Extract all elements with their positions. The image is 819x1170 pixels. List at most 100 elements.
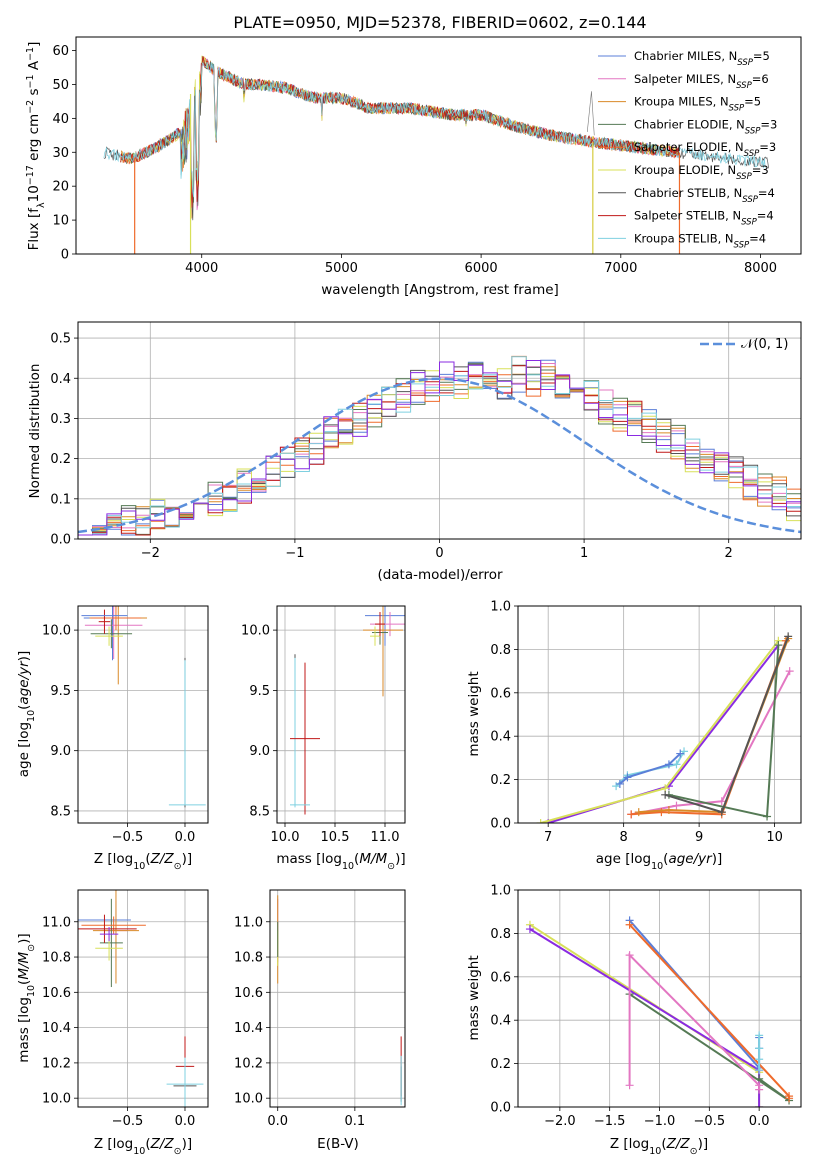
x-tick-label: −2 [141,546,160,561]
y-tick-label: 0.6 [490,686,511,701]
y-tick-label: 50 [52,78,69,93]
series-kroupa-elodie [529,923,761,1107]
axes-frame [75,36,802,255]
x-tick-label: 8000 [744,261,777,276]
y-tick-label: 0.0 [490,1101,511,1116]
point-marker [623,773,632,782]
y-tick-label: 10.2 [42,1056,71,1071]
y-axis-label: mass weight [466,671,482,756]
series-purple [529,928,761,1107]
x-axis-label: mass [log10(M/M⊙)] [276,851,405,872]
y-tick-label: 30 [52,146,69,161]
point-marker [755,1055,764,1064]
y-axis-label: mass weight [466,955,482,1040]
x-axis-label: wavelength [Angstrom, rest frame] [321,282,559,298]
plot-area [81,606,206,808]
x-tick-label: 7000 [604,261,637,276]
legend-label: 𝒩(0, 1) [741,337,788,352]
y-tick-label: 0.1 [50,492,71,507]
point-marker [672,801,681,810]
point-marker [680,747,689,756]
y-tick-label: 0.8 [490,927,511,942]
axes-age-vs-Z: −0.5 0.0 8.5 9.0 9.5 10.0 [42,605,209,845]
x-axis-label: (data-model)/error [377,567,503,583]
point-marker [717,797,726,806]
axes-frame [517,889,802,1108]
point-marker [676,749,685,758]
y-tick-label: 0 [61,248,69,263]
axes-frame [77,889,209,1108]
point-marker [785,667,794,676]
x-tick-label: 11.0 [371,830,400,845]
x-axis-label: Z [log10(Z/Z⊙)] [94,851,192,872]
point-marker [634,808,643,817]
x-tick-label: −1.0 [644,1114,676,1129]
point-marker [755,1066,764,1075]
legend-label: Kroupa MILES, NSSP=5 [634,95,761,114]
x-tick-label: 1 [580,546,588,561]
x-tick-label: 0.0 [749,1114,770,1129]
series-kroupa-elodie [540,640,780,823]
x-tick-label: 8 [620,830,628,845]
y-tick-label: 10 [52,214,69,229]
y-tick-label: 9.0 [249,744,270,759]
y-tick-label: 8.5 [249,804,270,819]
y-axis-label: Normed distribution [27,364,43,499]
y-tick-label: 20 [52,180,69,195]
plot-area [290,606,405,815]
x-axis-label: age [log10(age/yr)] [596,851,722,872]
point-marker [755,1103,764,1107]
y-tick-label: 0.4 [490,1014,511,1029]
point-marker [755,1044,764,1053]
spectrum-series-kroupa-miles [120,56,680,219]
y-tick-label: 0.2 [490,1057,511,1072]
axes-frame [276,605,406,824]
x-tick-label: 0.0 [267,1114,288,1129]
spectrum-series-salpeter-elodie [120,56,680,205]
plot-area [78,355,801,536]
y-tick-label: 10.4 [234,1021,263,1036]
series-salpeter-miles [628,952,761,1090]
axes-residual-histogram: −2 −1 0 1 2 0.0 0.1 0.2 0.3 0.4 0.5 [50,321,802,561]
x-tick-label: 10.0 [271,830,300,845]
y-tick-label: 10.2 [234,1056,263,1071]
axes-mass-weight-vs-age: 7 8 9 10 0.0 0.2 0.4 0.6 0.8 1.0 [490,600,802,845]
y-tick-label: 9.5 [50,684,71,699]
y-tick-label: 0.3 [50,412,71,427]
point-marker [625,951,634,960]
axes-frame [77,321,802,540]
x-tick-label: 5000 [325,261,358,276]
x-tick-label: 10 [766,830,783,845]
x-tick-label: −0.5 [112,830,144,845]
axes-mass-vs-Z: −0.5 0.0 10.0 10.2 10.4 10.6 10.8 11.0 [42,889,209,1129]
x-tick-label: 4000 [185,261,218,276]
point-marker [536,819,545,823]
spectrum-series-chabrier-elodie [120,56,680,203]
axes-spectrum: 4000 5000 6000 7000 8000 0 10 20 30 40 50 60 [52,36,802,276]
point-marker [755,1031,764,1040]
y-tick-label: 8.5 [50,804,71,819]
legend-label: Salpeter MILES, NSSP=6 [634,72,769,91]
x-tick-label: −2.0 [544,1114,576,1129]
plot-area [525,916,794,1107]
x-tick-label: −0.5 [112,1114,144,1129]
point-marker [625,1081,634,1090]
y-tick-label: 1.0 [490,600,511,615]
point-marker [615,779,624,788]
point-marker [661,790,670,799]
series-salpeter-miles [631,670,791,816]
legend-label: Kroupa ELODIE, NSSP=3 [634,163,769,182]
x-tick-label: 9 [695,830,703,845]
normal-curve [78,377,801,534]
x-tick-label: 0.1 [345,1114,366,1129]
y-tick-label: 0.4 [490,730,511,745]
y-tick-label: 10.4 [42,1021,71,1036]
y-tick-label: 0.8 [490,643,511,658]
x-tick-label: 7 [544,830,552,845]
point-marker [627,810,636,819]
x-tick-label: −1.5 [594,1114,626,1129]
legend-label: Salpeter STELIB, NSSP=4 [634,209,774,228]
series-chabrier-elodie [668,645,780,818]
y-tick-label: 10.0 [42,624,71,639]
